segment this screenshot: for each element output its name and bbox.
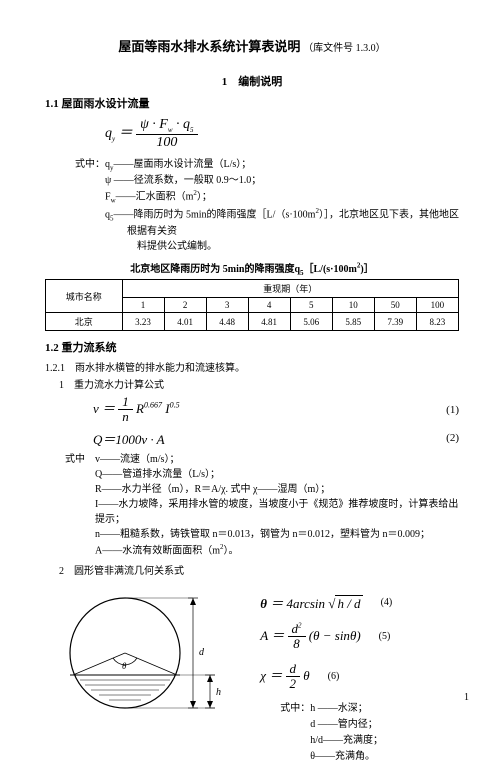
where-intro: 式中：qy——屋面雨水设计流量（L/s）； (75, 157, 459, 174)
th-city: 城市名称 (46, 280, 123, 313)
heading-1-1: 1.1 屋面雨水设计流量 (45, 95, 459, 111)
period-cell: 3 (206, 298, 248, 313)
document-title: 屋面等雨水排水系统计算表说明 （库文件号 1.3.0） (45, 36, 459, 55)
two-column-layout: θ d h θ ＝ 4a (45, 583, 459, 765)
heading-1-2: 1.2 重力流系统 (45, 339, 459, 355)
equation-5: A ＝ d28 (θ − sinθ) (5) (260, 622, 459, 652)
item-1: 1 重力流水力计算公式 (59, 376, 459, 391)
where-I: I——水力坡降，采用排水管的坡度，当坡度小于《规范》推荐坡度时，计算表给出提示； (95, 497, 459, 527)
value-cell: 8.23 (416, 313, 458, 331)
eq2-text: Q＝1000v · A (93, 429, 429, 448)
equation-6: χ ＝ d2 θ (6) (260, 662, 459, 692)
where-d: d ——管内径； (310, 717, 459, 733)
where-theta: θ——充满角。 (310, 749, 459, 765)
period-cell: 2 (164, 298, 206, 313)
table-row: 北京 3.23 4.01 4.48 4.81 5.06 5.85 7.39 8.… (46, 313, 459, 331)
diagram-column: θ d h (45, 583, 260, 765)
formula-qy: qy ＝ ψ · Fw · q5 100 (105, 117, 459, 151)
eq-number-5: (5) (379, 631, 391, 642)
eq-number-1: (1) (429, 404, 459, 416)
var-qy: qy (105, 126, 115, 141)
where-q5-b: 料提供公式编制。 (137, 239, 459, 254)
pipe-diagram: θ d h (45, 583, 235, 738)
value-cell: 5.85 (332, 313, 374, 331)
where-block-3: 式中：h ——水深； d ——管内径； h/d——充满度； θ——充满角。 (280, 701, 459, 765)
rainfall-table: 城市名称 重现期（年） 1 2 3 4 5 10 50 100 北京 3.23 … (45, 279, 459, 331)
where-block-1: 式中：qy——屋面雨水设计流量（L/s）； ψ ——径流系数，一般取 0.9～1… (75, 157, 459, 254)
eq-number-6: (6) (328, 671, 340, 682)
th-period: 重现期（年） (122, 280, 459, 298)
heading-1-2-1: 1.2.1 雨水排水横管的排水能力和流速核算。 (45, 359, 459, 374)
equation-1: v ＝ 1n R0.667 I0.5 (1) (93, 395, 459, 425)
where-block-2: 式中 v——流速（m/s）； Q——管道排水流量（L/s）； R——水力半径（m… (65, 452, 459, 558)
value-cell: 5.06 (290, 313, 332, 331)
title-sub: （库文件号 1.3.0） (303, 43, 386, 54)
where-Q: Q——管道排水流量（L/s）； (95, 467, 459, 482)
period-cell: 5 (290, 298, 332, 313)
equation-4: θ ＝ 4arcsin √h / d (4) (260, 593, 459, 612)
title-main: 屋面等雨水排水系统计算表说明 (118, 39, 300, 54)
period-cell: 4 (248, 298, 290, 313)
value-cell: 3.23 (122, 313, 164, 331)
section-1-heading: 1 编制说明 (45, 73, 459, 89)
equation-2: Q＝1000v · A (2) (93, 429, 459, 448)
eq-number-4: (4) (381, 597, 393, 608)
where-q5-a: q5——降雨历时为 5min的降雨强度［L/（s·100m2）］，北京地区见下表… (127, 206, 459, 239)
svg-text:d: d (199, 647, 205, 658)
equations-column: θ ＝ 4arcsin √h / d (4) A ＝ d28 (θ − sinθ… (260, 583, 459, 765)
where-h: 式中：h ——水深； (280, 701, 459, 717)
formula-denominator: 100 (136, 135, 197, 150)
where-hd: h/d——充满度； (310, 733, 459, 749)
where-psi: ψ ——径流系数，一般取 0.9～1.0； (127, 173, 459, 188)
value-cell: 4.48 (206, 313, 248, 331)
value-cell: 4.01 (164, 313, 206, 331)
period-cell: 1 (122, 298, 164, 313)
where-fw: Fw——汇水面积（m2）； (127, 188, 459, 206)
table-caption: 北京地区降雨历时为 5min的降雨强度q5［L/(s·100m2)］ (45, 260, 459, 277)
table-row: 城市名称 重现期（年） (46, 280, 459, 298)
svg-text:θ: θ (122, 661, 127, 671)
where-R: R——水力半径（m），R＝A/χ. 式中 χ——湿周（m）； (95, 482, 459, 497)
where-v: 式中 v——流速（m/s）； (65, 452, 459, 467)
period-cell: 50 (374, 298, 416, 313)
formula-numerator: ψ · Fw · q5 (136, 117, 197, 135)
where-A: A——水流有效断面面积（m2）。 (95, 542, 459, 558)
period-cell: 10 (332, 298, 374, 313)
svg-text:h: h (216, 687, 221, 698)
value-cell: 7.39 (374, 313, 416, 331)
city-cell: 北京 (46, 313, 123, 331)
period-cell: 100 (416, 298, 458, 313)
value-cell: 4.81 (248, 313, 290, 331)
where-n: n——粗糙系数，铸铁管取 n＝0.013，钢管为 n＝0.012，塑料管为 n＝… (95, 527, 459, 542)
item-2: 2 圆形管非满流几何关系式 (59, 562, 459, 577)
page-number: 1 (464, 692, 469, 703)
eq-number-2: (2) (429, 432, 459, 444)
